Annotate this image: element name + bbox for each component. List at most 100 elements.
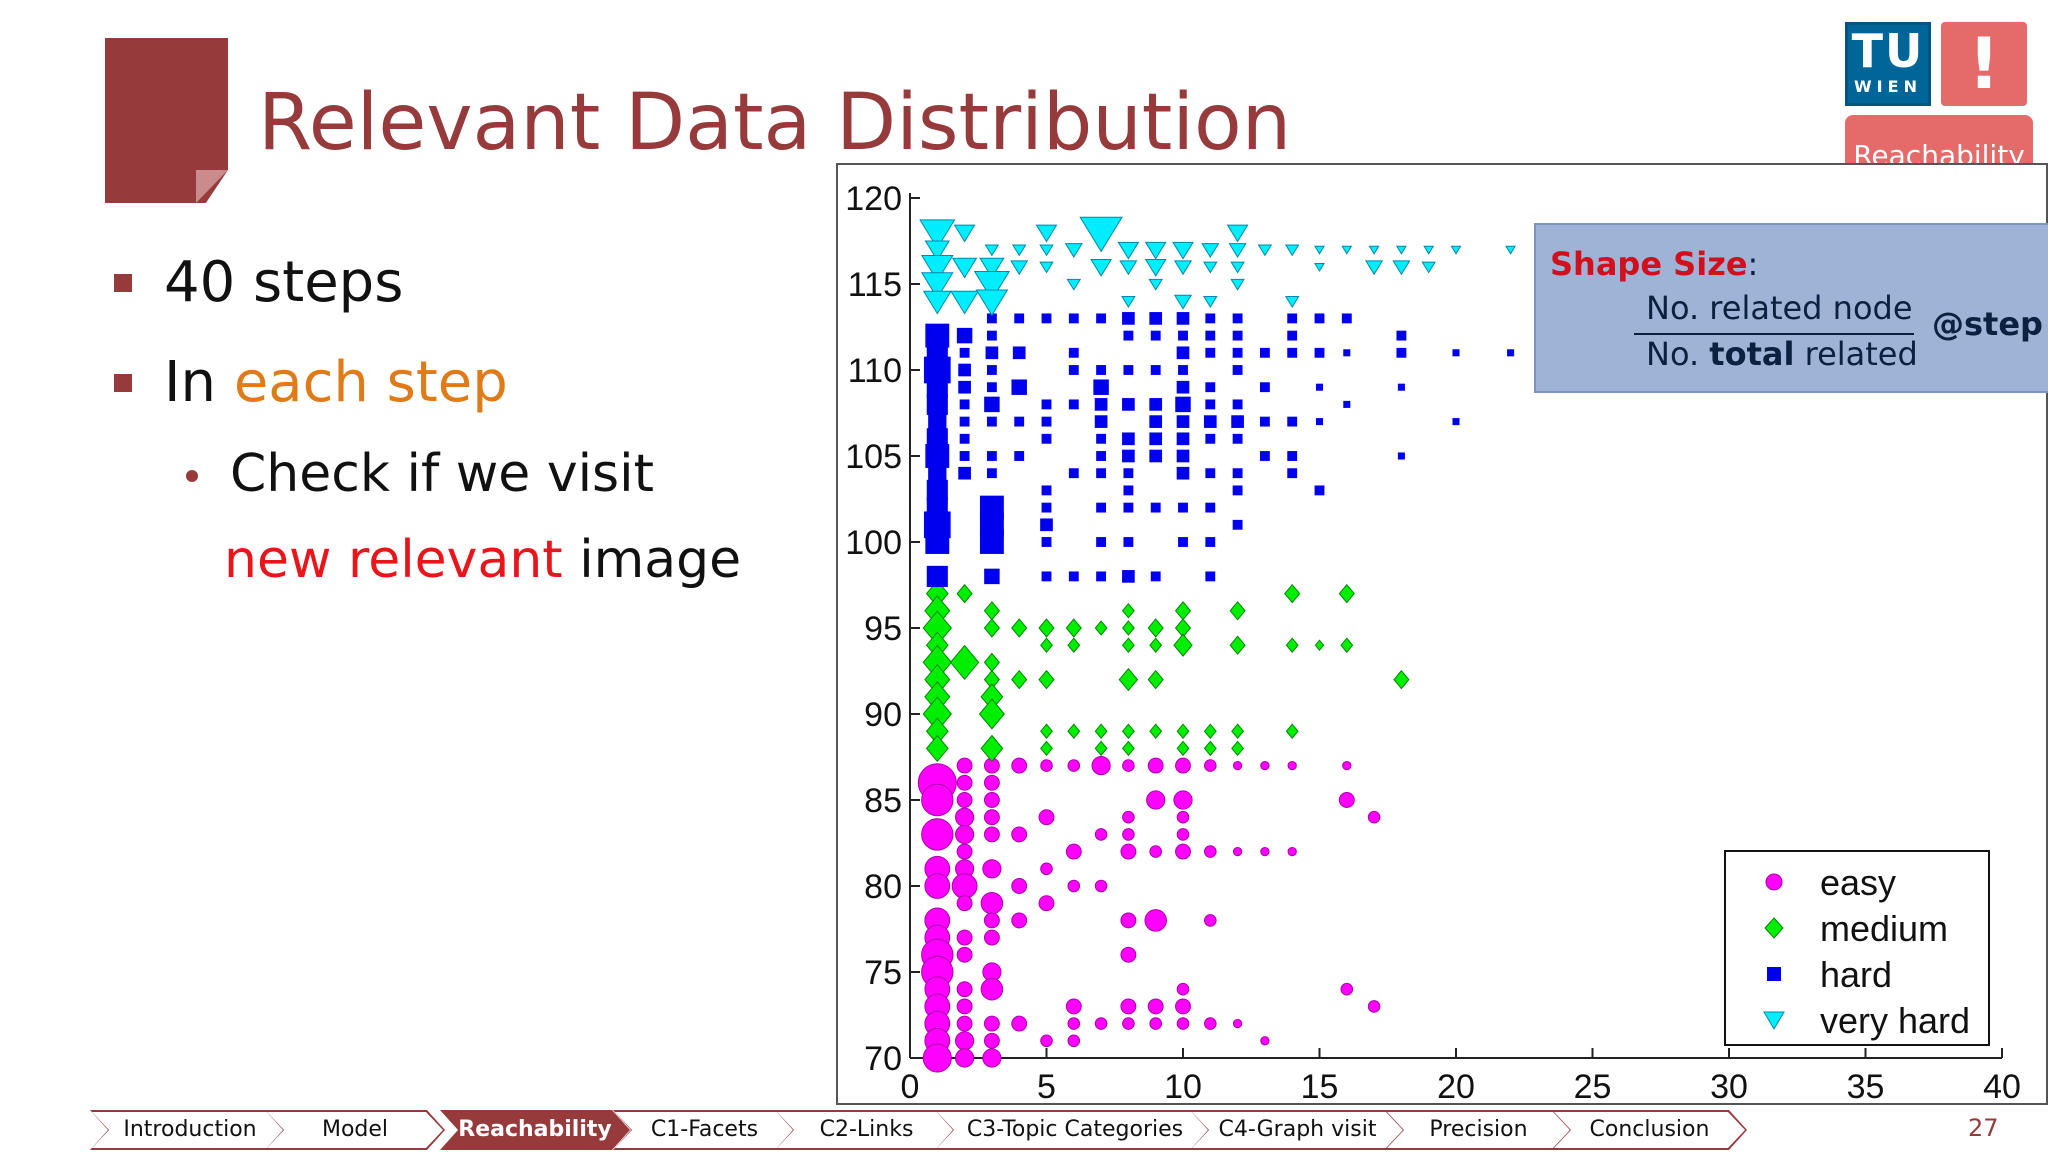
point-very-hard bbox=[1040, 262, 1053, 272]
point-hard bbox=[1096, 434, 1106, 444]
point-hard bbox=[1177, 415, 1190, 428]
point-hard bbox=[1287, 348, 1297, 358]
x-tick-label: 40 bbox=[1983, 1068, 2021, 1105]
point-hard bbox=[1042, 434, 1052, 444]
point-easy bbox=[1205, 846, 1217, 858]
point-hard bbox=[1177, 467, 1190, 480]
point-hard bbox=[1069, 313, 1079, 323]
point-medium bbox=[1095, 741, 1107, 755]
point-medium bbox=[1041, 638, 1053, 652]
point-easy bbox=[1123, 1018, 1135, 1030]
point-hard bbox=[987, 468, 997, 478]
point-hard bbox=[1233, 365, 1243, 375]
nav-item-c3-topic-categories[interactable]: C3-Topic Categories bbox=[935, 1110, 1215, 1150]
bullet-marker bbox=[114, 374, 132, 392]
point-hard bbox=[1151, 331, 1161, 341]
point-very-hard bbox=[1080, 217, 1122, 251]
point-hard bbox=[1233, 434, 1243, 444]
point-hard bbox=[1014, 313, 1024, 323]
nav-item-conclusion[interactable]: Conclusion bbox=[1552, 1110, 1747, 1150]
point-hard bbox=[927, 566, 948, 587]
point-hard bbox=[1069, 468, 1079, 478]
point-medium bbox=[1148, 671, 1163, 689]
point-easy bbox=[1148, 758, 1163, 773]
point-easy bbox=[984, 810, 999, 825]
point-easy bbox=[984, 1016, 999, 1031]
point-hard bbox=[986, 346, 999, 359]
point-hard bbox=[1096, 313, 1106, 323]
point-hard bbox=[1122, 570, 1135, 583]
y-tick-label: 95 bbox=[864, 610, 902, 648]
point-hard bbox=[1123, 485, 1133, 495]
point-easy bbox=[1145, 910, 1167, 932]
point-hard bbox=[1123, 331, 1133, 341]
point-easy bbox=[1068, 880, 1080, 892]
point-hard bbox=[958, 364, 971, 377]
point-medium bbox=[1123, 638, 1135, 652]
point-easy bbox=[925, 874, 950, 899]
nav-label-c4-graph-visit: C4-Graph visit bbox=[1192, 1112, 1403, 1148]
point-easy bbox=[1012, 758, 1027, 773]
point-hard bbox=[1205, 468, 1215, 478]
x-tick-label: 25 bbox=[1574, 1068, 1612, 1105]
point-hard bbox=[1122, 432, 1135, 445]
point-hard bbox=[1233, 485, 1243, 495]
nav-item-c1-facets[interactable]: C1-Facets bbox=[613, 1110, 796, 1150]
point-very-hard bbox=[1040, 245, 1053, 255]
point-medium bbox=[1177, 741, 1189, 755]
y-tick-label: 80 bbox=[864, 868, 902, 906]
point-hard bbox=[1343, 401, 1350, 408]
point-hard bbox=[1151, 503, 1161, 513]
point-hard bbox=[1205, 537, 1215, 547]
point-medium bbox=[1232, 724, 1244, 738]
point-easy bbox=[922, 819, 953, 850]
nav-item-c2-links[interactable]: C2-Links bbox=[775, 1110, 958, 1150]
point-hard bbox=[1260, 417, 1270, 427]
nav-item-model[interactable]: Model bbox=[265, 1110, 445, 1150]
point-hard bbox=[1069, 365, 1079, 375]
point-hard bbox=[1069, 571, 1079, 581]
point-hard bbox=[1396, 348, 1406, 358]
point-hard bbox=[1315, 348, 1325, 358]
point-easy bbox=[981, 892, 1003, 914]
nav-item-introduction[interactable]: Introduction bbox=[90, 1110, 290, 1150]
point-easy bbox=[1012, 827, 1027, 842]
point-easy bbox=[957, 1016, 972, 1031]
point-easy bbox=[1205, 1018, 1217, 1030]
nav-label-model: Model bbox=[267, 1112, 443, 1148]
nav-item-precision[interactable]: Precision bbox=[1385, 1110, 1572, 1150]
point-easy bbox=[1261, 1037, 1269, 1045]
point-hard bbox=[1233, 468, 1243, 478]
point-very-hard bbox=[1149, 279, 1162, 289]
point-easy bbox=[1092, 757, 1110, 775]
point-very-hard bbox=[1366, 261, 1382, 274]
legend-entry-hard: hard bbox=[1726, 952, 1988, 998]
point-very-hard bbox=[1013, 245, 1026, 255]
y-tick-label: 75 bbox=[864, 954, 902, 992]
point-medium bbox=[1039, 671, 1054, 689]
point-very-hard bbox=[1228, 225, 1248, 241]
point-hard bbox=[1204, 415, 1217, 428]
point-hard bbox=[1149, 415, 1162, 428]
point-very-hard bbox=[1202, 244, 1218, 257]
nav-item-reachability[interactable]: Reachability bbox=[440, 1110, 630, 1150]
point-easy bbox=[957, 844, 972, 859]
x-tick-label: 15 bbox=[1301, 1068, 1339, 1105]
point-hard bbox=[1287, 417, 1297, 427]
point-hard bbox=[1231, 415, 1244, 428]
point-hard bbox=[1260, 382, 1270, 392]
y-tick-label: 100 bbox=[845, 524, 902, 562]
point-very-hard bbox=[1370, 246, 1379, 253]
slide-title: Relevant Data Distribution bbox=[258, 78, 1291, 168]
point-easy bbox=[1095, 1018, 1107, 1030]
point-medium bbox=[1012, 619, 1027, 637]
point-easy bbox=[984, 827, 999, 842]
point-hard bbox=[984, 569, 999, 584]
sub-bullet-red-text: new relevant bbox=[224, 530, 563, 590]
point-hard bbox=[1233, 520, 1243, 530]
point-medium bbox=[1394, 671, 1409, 689]
point-easy bbox=[1121, 947, 1136, 962]
nav-item-c4-graph-visit[interactable]: C4-Graph visit bbox=[1190, 1110, 1405, 1150]
x-tick-label: 20 bbox=[1437, 1068, 1475, 1105]
point-easy bbox=[1261, 847, 1269, 855]
